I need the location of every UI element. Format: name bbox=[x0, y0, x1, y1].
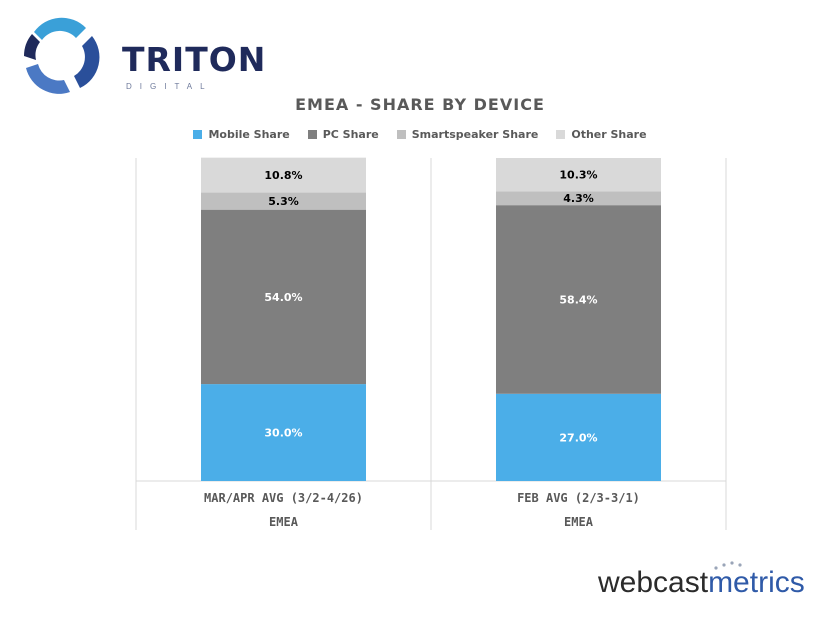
group-label: EMEA bbox=[269, 515, 299, 529]
chart-title: EMEA - SHARE BY DEVICE bbox=[295, 95, 545, 114]
legend-label-pc: PC Share bbox=[322, 128, 379, 141]
data-label-mobile: 30.0% bbox=[264, 427, 302, 440]
x-tick-label: FEB AVG (2/3-3/1) bbox=[517, 491, 640, 505]
webcastmetrics-logo: webcastmetrics bbox=[598, 566, 805, 600]
legend: Mobile Share PC Share Smartspeaker Share… bbox=[0, 128, 840, 141]
brand-subtitle: DIGITAL bbox=[126, 82, 213, 91]
watermark-part2: metrics bbox=[708, 566, 805, 599]
bar-segment-other bbox=[496, 158, 661, 192]
legend-item-mobile: Mobile Share bbox=[193, 128, 290, 141]
bar-segment-pc bbox=[201, 209, 366, 385]
bar-segment-mobile bbox=[496, 393, 661, 481]
watermark-part1: webcast bbox=[598, 566, 709, 599]
legend-swatch-smartspeaker bbox=[396, 130, 406, 139]
bar-segment-smartspeaker bbox=[201, 192, 366, 210]
bar-segment-pc bbox=[496, 205, 661, 394]
watermark-dots-icon bbox=[714, 561, 742, 570]
legend-item-smartspeaker: Smartspeaker Share bbox=[396, 128, 539, 141]
brand-name: TRITON bbox=[122, 40, 267, 79]
legend-item-pc: PC Share bbox=[307, 128, 379, 141]
group-label: EMEA bbox=[564, 515, 594, 529]
legend-swatch-mobile bbox=[193, 130, 203, 139]
x-tick-label: MAR/APR AVG (3/2-4/26) bbox=[204, 491, 363, 505]
data-label-other: 10.3% bbox=[559, 169, 597, 182]
legend-swatch-pc bbox=[307, 130, 317, 139]
legend-item-other: Other Share bbox=[556, 128, 647, 141]
legend-swatch-other bbox=[556, 130, 566, 139]
data-label-pc: 54.0% bbox=[264, 291, 302, 304]
legend-label-mobile: Mobile Share bbox=[208, 128, 290, 141]
data-label-mobile: 27.0% bbox=[559, 431, 597, 444]
legend-label-smartspeaker: Smartspeaker Share bbox=[411, 128, 539, 141]
triton-logo-mark-icon bbox=[23, 17, 100, 94]
bar-segment-other bbox=[201, 157, 366, 193]
bar-segment-mobile bbox=[201, 384, 366, 481]
data-label-smartspeaker: 4.3% bbox=[563, 192, 594, 205]
data-label-other: 10.8% bbox=[264, 169, 302, 182]
triton-logo: TRITON DIGITAL bbox=[18, 16, 265, 94]
data-label-smartspeaker: 5.3% bbox=[268, 195, 299, 208]
legend-label-other: Other Share bbox=[571, 128, 647, 141]
bar-segment-smartspeaker bbox=[496, 191, 661, 206]
data-label-pc: 58.4% bbox=[559, 293, 597, 306]
